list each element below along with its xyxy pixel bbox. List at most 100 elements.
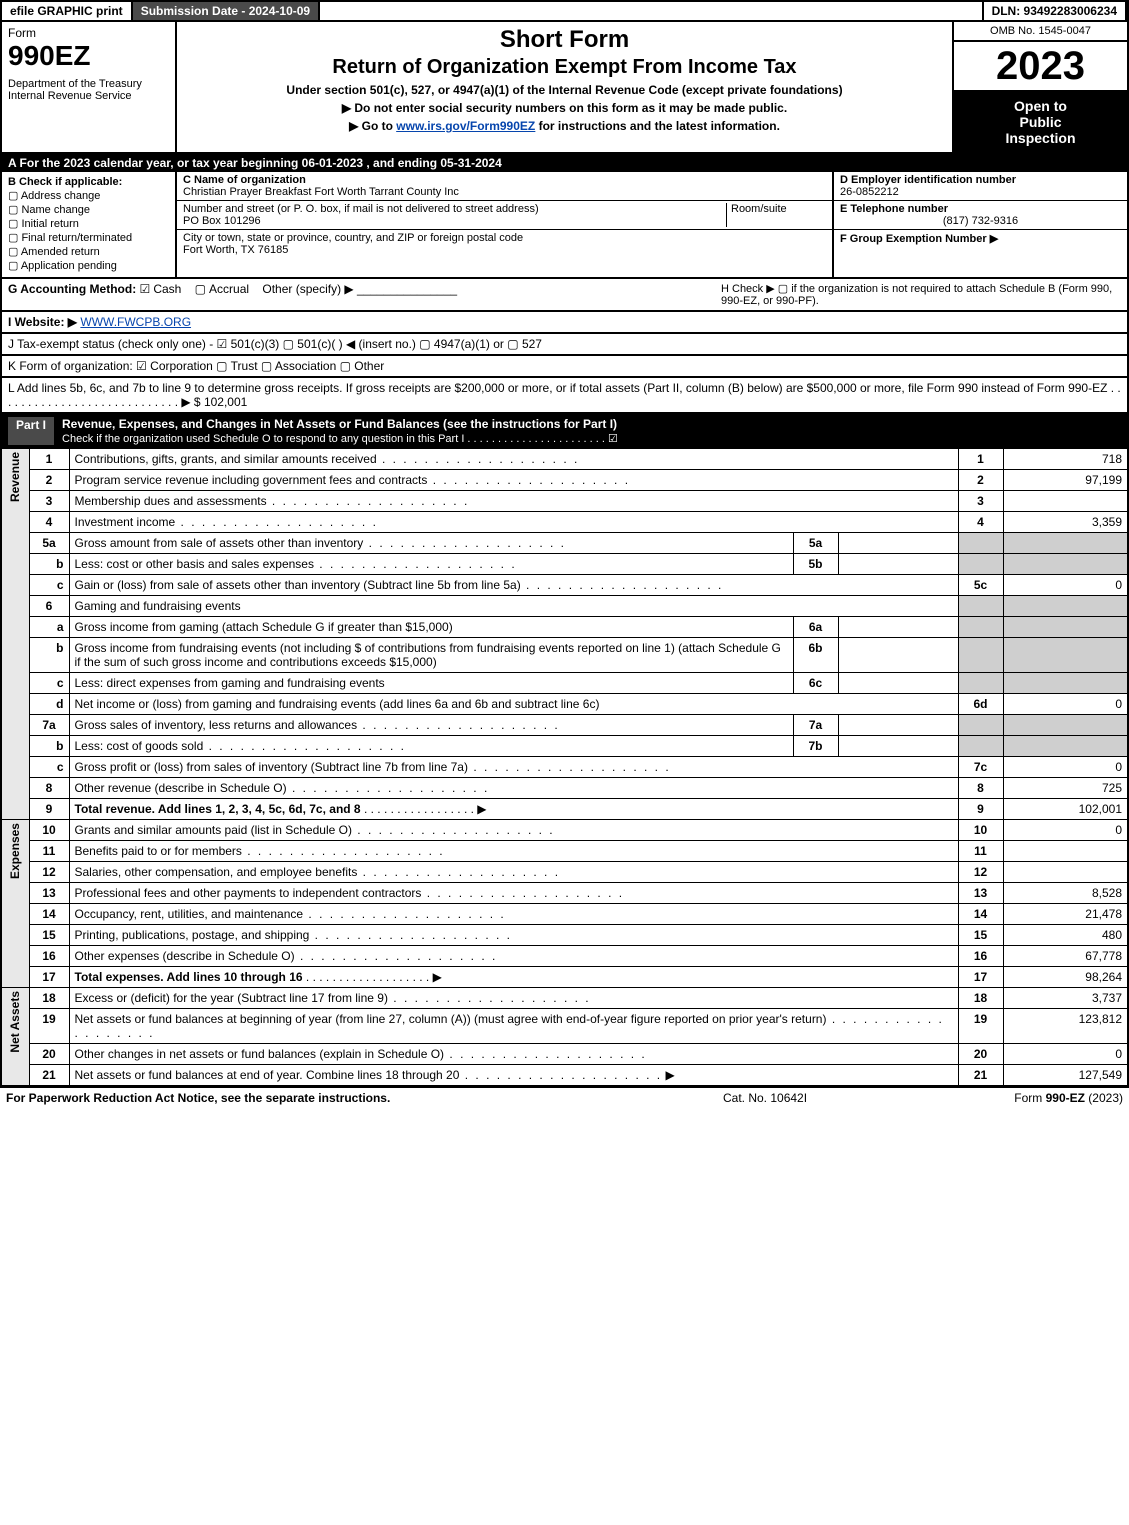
open3: Inspection xyxy=(1005,130,1075,146)
ein-row: D Employer identification number 26-0852… xyxy=(834,172,1127,201)
line-desc: Investment income xyxy=(75,515,378,529)
org-name: Christian Prayer Breakfast Fort Worth Ta… xyxy=(183,186,459,198)
line-6c: c Less: direct expenses from gaming and … xyxy=(1,673,1128,694)
section-a: A For the 2023 calendar year, or tax yea… xyxy=(0,154,1129,172)
line-13: 13 Professional fees and other payments … xyxy=(1,883,1128,904)
revenue-label: Revenue xyxy=(1,449,29,820)
omb-number: OMB No. 1545-0047 xyxy=(954,22,1127,42)
accounting-label: G Accounting Method: xyxy=(8,282,136,296)
ein-label: D Employer identification number xyxy=(840,174,1016,186)
room-suite: Room/suite xyxy=(726,203,826,227)
line-4: 4 Investment income 4 3,359 xyxy=(1,512,1128,533)
website-link[interactable]: WWW.FWCPB.ORG xyxy=(80,315,191,329)
footer-right: Form 990-EZ (2023) xyxy=(923,1091,1123,1105)
efile-label[interactable]: efile GRAPHIC print xyxy=(2,2,133,20)
line-6b: b Gross income from fundraising events (… xyxy=(1,638,1128,673)
line-2: 2 Program service revenue including gove… xyxy=(1,470,1128,491)
line-desc: Occupancy, rent, utilities, and maintena… xyxy=(75,907,506,921)
line-desc: Excess or (deficit) for the year (Subtra… xyxy=(75,991,591,1005)
subtitle: Under section 501(c), 527, or 4947(a)(1)… xyxy=(187,83,942,97)
line-12: 12 Salaries, other compensation, and emp… xyxy=(1,862,1128,883)
check-name[interactable]: ▢ Name change xyxy=(8,203,169,216)
line-20: 20 Other changes in net assets or fund b… xyxy=(1,1044,1128,1065)
col-b-title: B Check if applicable: xyxy=(8,176,122,188)
line-desc: Professional fees and other payments to … xyxy=(75,886,625,900)
check-pending[interactable]: ▢ Application pending xyxy=(8,259,169,272)
part1-label: Part I xyxy=(8,417,54,445)
line-19: 19 Net assets or fund balances at beginn… xyxy=(1,1009,1128,1044)
line-desc: Less: cost of goods sold xyxy=(75,739,406,753)
line-17: 17 Total expenses. Add lines 10 through … xyxy=(1,967,1128,988)
line-15: 15 Printing, publications, postage, and … xyxy=(1,925,1128,946)
part1-table: Revenue 1 Contributions, gifts, grants, … xyxy=(0,448,1129,1087)
expenses-label: Expenses xyxy=(1,820,29,988)
line-11: 11 Benefits paid to or for members 11 xyxy=(1,841,1128,862)
header-center: Short Form Return of Organization Exempt… xyxy=(177,22,952,152)
line-desc: Gross amount from sale of assets other t… xyxy=(75,536,567,550)
phone-val: (817) 732-9316 xyxy=(840,215,1121,227)
city-label: City or town, state or province, country… xyxy=(183,232,523,244)
line-8: 8 Other revenue (describe in Schedule O)… xyxy=(1,778,1128,799)
line-5b: b Less: cost or other basis and sales ex… xyxy=(1,554,1128,575)
group-exemption: F Group Exemption Number ▶ xyxy=(834,230,1127,247)
section-bcde: B Check if applicable: ▢ Address change … xyxy=(0,172,1129,279)
line-desc: Gain or (loss) from sale of assets other… xyxy=(75,578,724,592)
line-desc: Net assets or fund balances at end of ye… xyxy=(75,1068,663,1082)
line-desc: Contributions, gifts, grants, and simila… xyxy=(75,452,580,466)
line-desc: Membership dues and assessments xyxy=(75,494,470,508)
form-number: 990EZ xyxy=(8,40,169,72)
tax-year: 2023 xyxy=(954,42,1127,92)
row-l-amt: 102,001 xyxy=(204,395,247,409)
short-form-title: Short Form xyxy=(187,26,942,54)
return-title: Return of Organization Exempt From Incom… xyxy=(187,56,942,79)
page-footer: For Paperwork Reduction Act Notice, see … xyxy=(0,1087,1129,1108)
check-amended[interactable]: ▢ Amended return xyxy=(8,245,169,258)
line-5a: 5a Gross amount from sale of assets othe… xyxy=(1,533,1128,554)
line-6a: a Gross income from gaming (attach Sched… xyxy=(1,617,1128,638)
irs-link[interactable]: www.irs.gov/Form990EZ xyxy=(396,119,535,133)
row-l: L Add lines 5b, 6c, and 7b to line 9 to … xyxy=(0,378,1129,414)
col-b: B Check if applicable: ▢ Address change … xyxy=(2,172,177,277)
line-7b: b Less: cost of goods sold 7b xyxy=(1,736,1128,757)
line-desc: Net income or (loss) from gaming and fun… xyxy=(75,697,600,711)
header-left: Form 990EZ Department of the Treasury In… xyxy=(2,22,177,152)
warn2: ▶ Go to www.irs.gov/Form990EZ for instru… xyxy=(187,119,942,133)
city-val: Fort Worth, TX 76185 xyxy=(183,244,288,256)
line-desc: Salaries, other compensation, and employ… xyxy=(75,865,561,879)
line-desc: Gross income from gaming (attach Schedul… xyxy=(75,620,453,634)
check-address[interactable]: ▢ Address change xyxy=(8,189,169,202)
topbar-spacer xyxy=(320,2,983,20)
line-desc: Other revenue (describe in Schedule O) xyxy=(75,781,490,795)
cash-check[interactable]: ☑ Cash xyxy=(140,282,182,296)
street-row: Number and street (or P. O. box, if mail… xyxy=(177,201,832,230)
line-6d: d Net income or (loss) from gaming and f… xyxy=(1,694,1128,715)
part1-check: Check if the organization used Schedule … xyxy=(62,433,618,445)
city-row: City or town, state or province, country… xyxy=(177,230,832,258)
line-desc: Gross sales of inventory, less returns a… xyxy=(75,718,560,732)
dln-label: DLN: 93492283006234 xyxy=(984,2,1127,20)
phone-label: E Telephone number xyxy=(840,203,948,215)
form-label: Form xyxy=(8,26,169,40)
open2: Public xyxy=(1019,114,1061,130)
footer-left: For Paperwork Reduction Act Notice, see … xyxy=(6,1091,723,1105)
line-desc: Total expenses. Add lines 10 through 16 xyxy=(75,970,303,984)
col-c: C Name of organization Christian Prayer … xyxy=(177,172,832,277)
open1: Open to xyxy=(1014,98,1067,114)
header-right: OMB No. 1545-0047 2023 Open to Public In… xyxy=(952,22,1127,152)
footer-center: Cat. No. 10642I xyxy=(723,1091,923,1105)
irs-label: Internal Revenue Service xyxy=(8,90,169,102)
org-name-label: C Name of organization xyxy=(183,174,306,186)
line-desc: Program service revenue including govern… xyxy=(75,473,631,487)
line-18: Net Assets 18 Excess or (deficit) for th… xyxy=(1,988,1128,1009)
line-9: 9 Total revenue. Add lines 1, 2, 3, 4, 5… xyxy=(1,799,1128,820)
line-14: 14 Occupancy, rent, utilities, and maint… xyxy=(1,904,1128,925)
phone-row: E Telephone number (817) 732-9316 xyxy=(834,201,1127,230)
line-21: 21 Net assets or fund balances at end of… xyxy=(1,1065,1128,1087)
line-10: Expenses 10 Grants and similar amounts p… xyxy=(1,820,1128,841)
line-desc: Total revenue. Add lines 1, 2, 3, 4, 5c,… xyxy=(75,802,361,816)
line-7c: c Gross profit or (loss) from sales of i… xyxy=(1,757,1128,778)
other-specify: Other (specify) ▶ xyxy=(262,282,353,296)
check-final[interactable]: ▢ Final return/terminated xyxy=(8,231,169,244)
check-initial[interactable]: ▢ Initial return xyxy=(8,217,169,230)
accrual-check[interactable]: ▢ Accrual xyxy=(195,282,249,296)
